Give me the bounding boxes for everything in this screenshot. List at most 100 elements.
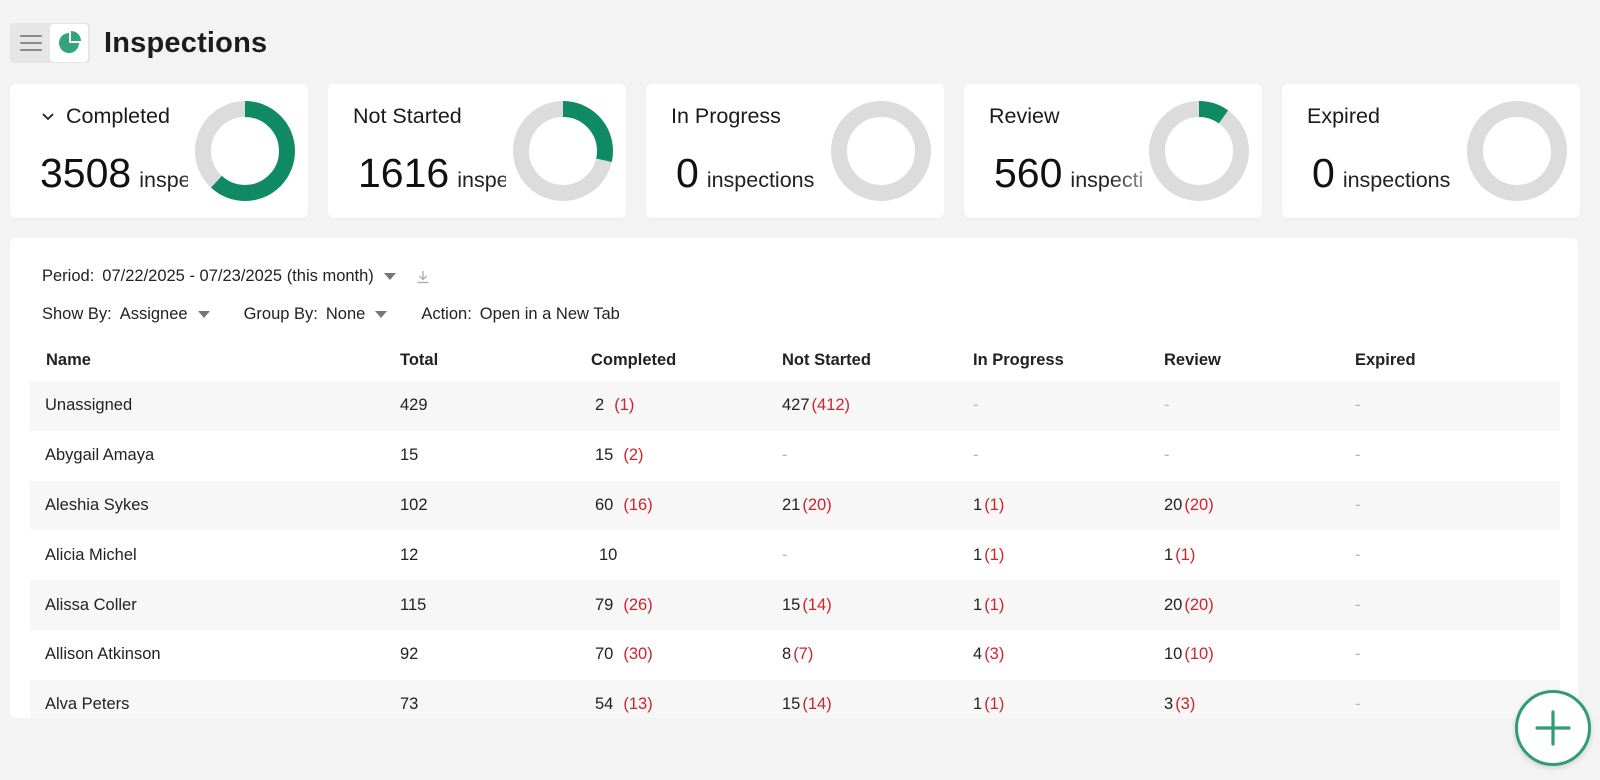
pie-chart-icon: [59, 31, 81, 53]
card-label: In Progress: [671, 104, 781, 128]
cell-expired[interactable]: -: [1355, 580, 1560, 630]
cell-completed[interactable]: 70 (30): [591, 630, 782, 680]
cell-not-started[interactable]: -: [782, 530, 973, 580]
cell-not-started[interactable]: 15 (14): [782, 580, 973, 630]
show-by-dropdown[interactable]: Show By: Assignee: [42, 305, 210, 324]
cell-in-progress[interactable]: -: [973, 381, 1164, 431]
cell-in-progress[interactable]: 4 (3): [973, 630, 1164, 680]
cell-name[interactable]: Allison Atkinson: [45, 645, 161, 664]
cell-not-started[interactable]: 15 (14): [782, 680, 973, 718]
cell-total[interactable]: 92: [400, 645, 419, 664]
cell-review[interactable]: -: [1164, 431, 1355, 481]
cell-name[interactable]: Unassigned: [45, 396, 133, 415]
cell-review[interactable]: 20 (20): [1164, 481, 1355, 531]
cell-not-started[interactable]: 21 (20): [782, 481, 973, 531]
table-row[interactable]: Alva Peters 73 54 (13) 15 (14) 1 (1) 3 (3) -: [30, 679, 1560, 718]
cell-count: 1: [973, 595, 983, 614]
column-header-name[interactable]: Name: [46, 350, 91, 369]
column-header-total[interactable]: Total: [400, 350, 439, 369]
card-label: Not Started: [353, 104, 462, 128]
column-header-review[interactable]: Review: [1164, 350, 1221, 369]
cell-sub-count: (10): [1184, 645, 1214, 664]
cell-name[interactable]: Alissa Coller: [45, 595, 137, 614]
cell-total[interactable]: 102: [400, 495, 428, 514]
cell-expired[interactable]: -: [1355, 680, 1560, 718]
cell-sub-count: (1): [984, 595, 1005, 614]
cell-count: -: [1355, 396, 1361, 415]
cell-in-progress[interactable]: 1 (1): [973, 580, 1164, 630]
group-by-dropdown[interactable]: Group By: None: [244, 305, 388, 324]
column-header-expired[interactable]: Expired: [1355, 350, 1416, 369]
cell-expired[interactable]: -: [1355, 481, 1560, 531]
card-label: Completed: [66, 104, 170, 128]
period-dropdown-caret[interactable]: [383, 273, 396, 280]
cell-not-started[interactable]: 8 (7): [782, 630, 973, 680]
column-header-completed[interactable]: Completed: [591, 350, 677, 369]
card-unit: inspections: [1070, 168, 1142, 192]
cell-completed[interactable]: 10: [591, 530, 782, 580]
action-select[interactable]: Action: Open in a New Tab: [421, 305, 620, 324]
cell-expired[interactable]: -: [1355, 431, 1560, 481]
cell-name[interactable]: Abygail Amaya: [45, 446, 155, 465]
cell-review[interactable]: -: [1164, 381, 1355, 431]
cell-total[interactable]: 115: [400, 595, 427, 614]
table-row[interactable]: Aleshia Sykes 102 60 (16) 21 (20) 1 (1) 20 (20) -: [30, 480, 1560, 531]
cell-name[interactable]: Alva Peters: [45, 695, 130, 714]
table-row[interactable]: Alicia Michel 12 10-1 (1) 1 (1) -: [30, 530, 1560, 580]
chevron-down-icon[interactable]: [42, 112, 54, 121]
cell-count: -: [1164, 446, 1170, 465]
table-row[interactable]: Unassigned 429 2 (1) 427 (412) - - -: [30, 381, 1560, 431]
cell-completed[interactable]: 2 (1): [591, 381, 782, 431]
card-not-started[interactable]: Not Started 1616 inspections: [328, 84, 626, 218]
cell-total[interactable]: 73: [400, 695, 419, 714]
menu-button[interactable]: [12, 23, 50, 63]
add-button[interactable]: [1515, 690, 1591, 766]
card-in-progress[interactable]: In Progress 0 inspections: [646, 84, 944, 218]
cell-in-progress[interactable]: 1 (1): [973, 680, 1164, 718]
cell-not-started[interactable]: 427 (412): [782, 381, 973, 431]
table-row[interactable]: Abygail Amaya 15 15 (2) - - - -: [30, 431, 1560, 481]
card-expired[interactable]: Expired 0 inspections: [1282, 84, 1580, 218]
cell-total[interactable]: 429: [400, 396, 428, 415]
cell-sub-count: (7): [793, 645, 814, 664]
cell-count: -: [1355, 595, 1361, 614]
cell-sub-count: (1): [984, 495, 1005, 514]
cell-completed[interactable]: 60 (16): [591, 481, 782, 531]
cell-review[interactable]: 20 (20): [1164, 580, 1355, 630]
cell-not-started[interactable]: -: [782, 431, 973, 481]
period-value[interactable]: 07/22/2025 - 07/23/2025 (this month): [102, 267, 374, 285]
cell-count: 79: [595, 595, 614, 614]
cell-expired[interactable]: -: [1355, 381, 1560, 431]
cell-count: 10: [599, 545, 618, 564]
cell-sub-count: (1): [984, 545, 1005, 564]
cell-total[interactable]: 12: [400, 545, 419, 564]
table-header-row: Name Total Completed Not Started In Prog…: [30, 339, 1560, 381]
cell-count: 8: [782, 645, 792, 664]
column-header-not-started[interactable]: Not Started: [782, 350, 871, 369]
card-review[interactable]: Review 560 inspections: [964, 84, 1262, 218]
status-cards: Completed 3508 inspections Not Started 1…: [10, 84, 1580, 218]
download-icon[interactable]: [416, 270, 430, 284]
cell-completed[interactable]: 15 (2): [591, 431, 782, 481]
cell-completed[interactable]: 54 (13): [591, 680, 782, 718]
cell-review[interactable]: 10 (10): [1164, 630, 1355, 680]
cell-name[interactable]: Aleshia Sykes: [45, 495, 149, 514]
cell-name[interactable]: Alicia Michel: [45, 545, 137, 564]
table-row[interactable]: Alissa Coller 115 79 (26) 15 (14) 1 (1) 20 (20) -: [30, 580, 1560, 630]
cell-expired[interactable]: -: [1355, 630, 1560, 680]
cell-review[interactable]: 3 (3): [1164, 680, 1355, 718]
app-logo[interactable]: [50, 24, 88, 62]
card-completed[interactable]: Completed 3508 inspections: [10, 84, 308, 218]
cell-expired[interactable]: -: [1355, 530, 1560, 580]
column-header-in-progress[interactable]: In Progress: [973, 350, 1064, 369]
cell-total[interactable]: 15: [400, 446, 419, 465]
donut-track: [1149, 101, 1249, 201]
cell-completed[interactable]: 79 (26): [591, 580, 782, 630]
cell-in-progress[interactable]: 1 (1): [973, 481, 1164, 531]
card-unit: inspections: [457, 168, 506, 192]
cell-review[interactable]: 1 (1): [1164, 530, 1355, 580]
cell-sub-count: (16): [623, 495, 653, 514]
table-row[interactable]: Allison Atkinson 92 70 (30) 8 (7) 4 (3) 10 (10) -: [30, 630, 1560, 680]
cell-in-progress[interactable]: 1 (1): [973, 530, 1164, 580]
cell-in-progress[interactable]: -: [973, 431, 1164, 481]
